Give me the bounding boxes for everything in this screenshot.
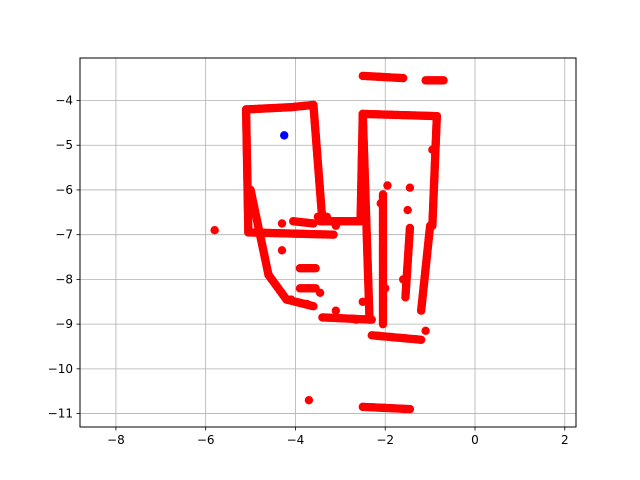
data-point bbox=[322, 212, 332, 221]
x-tick-label: −6 bbox=[197, 433, 215, 447]
data-point bbox=[309, 100, 318, 110]
data-point bbox=[405, 183, 415, 192]
data-point bbox=[416, 306, 426, 315]
y-tick-label: −9 bbox=[55, 317, 73, 331]
data-point bbox=[331, 221, 341, 230]
y-tick-label: −4 bbox=[55, 93, 73, 107]
data-point bbox=[439, 76, 448, 85]
data-point bbox=[309, 302, 318, 311]
data-point bbox=[304, 395, 314, 405]
x-axis-ticks: −8 −6 −4 −2 0 2 bbox=[107, 427, 569, 447]
data-point bbox=[315, 288, 325, 298]
y-tick-label: −10 bbox=[48, 362, 73, 376]
x-tick-label: −8 bbox=[107, 433, 125, 447]
y-axis-ticks: −4 −5 −6 −7 −8 −9 −10 −11 bbox=[48, 93, 80, 421]
data-point bbox=[311, 264, 320, 273]
data-point bbox=[331, 306, 341, 315]
data-point bbox=[358, 297, 367, 306]
data-point bbox=[416, 335, 426, 344]
data-point bbox=[398, 73, 408, 83]
data-point bbox=[428, 145, 437, 154]
x-tick-label: 2 bbox=[561, 433, 569, 447]
data-points bbox=[210, 71, 448, 414]
y-tick-label: −5 bbox=[55, 138, 73, 152]
y-tick-label: −6 bbox=[55, 183, 73, 197]
data-point bbox=[277, 246, 287, 255]
data-point bbox=[280, 131, 289, 140]
x-tick-label: −4 bbox=[287, 433, 305, 447]
axes-frame bbox=[79, 57, 577, 428]
x-tick-label: −2 bbox=[376, 433, 394, 447]
data-point bbox=[277, 219, 287, 228]
data-point bbox=[329, 230, 338, 239]
y-tick-label: −11 bbox=[48, 407, 73, 421]
data-point bbox=[405, 404, 415, 414]
data-point bbox=[309, 219, 318, 228]
data-point bbox=[381, 284, 390, 293]
data-point bbox=[378, 319, 388, 329]
data-point bbox=[401, 293, 410, 302]
x-tick-label: 0 bbox=[471, 433, 479, 447]
data-point bbox=[430, 172, 439, 181]
data-point bbox=[383, 181, 392, 190]
data-point bbox=[398, 275, 408, 284]
data-point bbox=[351, 315, 361, 324]
data-point bbox=[286, 295, 296, 304]
data-point bbox=[302, 299, 311, 309]
grid-lines bbox=[80, 58, 576, 427]
data-point bbox=[210, 226, 219, 235]
data-point bbox=[376, 199, 385, 208]
data-point bbox=[421, 326, 430, 336]
data-point bbox=[367, 315, 376, 324]
y-tick-label: −7 bbox=[55, 228, 73, 242]
data-point bbox=[403, 205, 412, 215]
y-tick-label: −8 bbox=[55, 272, 73, 286]
